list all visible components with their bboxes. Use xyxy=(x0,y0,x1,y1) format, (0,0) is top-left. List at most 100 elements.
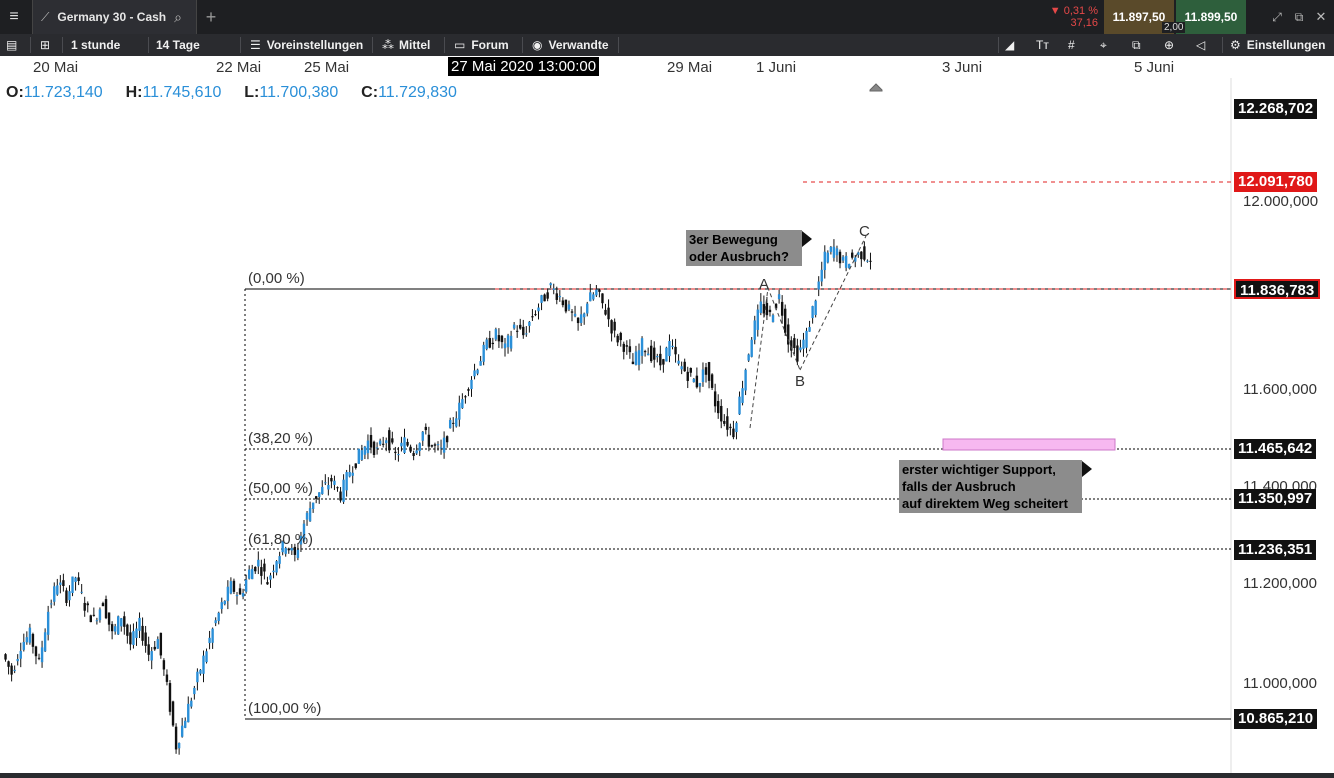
scroll-handle[interactable] xyxy=(869,83,883,92)
candle-body xyxy=(241,592,245,597)
candle-body xyxy=(476,369,479,374)
draw-tool-button[interactable]: ◢ xyxy=(1005,34,1014,56)
candle-body xyxy=(455,418,458,427)
indicator-icon: ⁂ xyxy=(382,38,394,52)
candle-body xyxy=(780,301,784,316)
layout-button[interactable]: ⊞ xyxy=(40,34,50,56)
candle-body xyxy=(388,430,391,451)
candle-body xyxy=(439,447,443,449)
interval-select[interactable]: 1 stunde xyxy=(71,38,121,52)
candle-body xyxy=(616,335,619,343)
note-line: falls der Ausbruch xyxy=(902,479,1016,494)
candle-body xyxy=(180,725,184,737)
support-zone[interactable] xyxy=(942,438,1116,451)
candle-body xyxy=(433,444,437,446)
candle-body xyxy=(290,547,294,551)
candle-body xyxy=(375,447,379,449)
target-price-label: 12.091,780 xyxy=(1234,172,1318,192)
sell-price-button[interactable]: 11.897,50 xyxy=(1104,0,1174,34)
candle-body xyxy=(409,446,412,452)
candle-body xyxy=(141,625,144,641)
date-label: 29 Mai xyxy=(667,59,713,76)
candle-body xyxy=(811,306,814,319)
note-line: auf direktem Weg scheitert xyxy=(902,496,1068,511)
instrument-name: Germany 30 - Cash xyxy=(57,10,167,24)
settings-label: Einstellungen xyxy=(1246,38,1326,52)
candle-body xyxy=(171,701,175,726)
candle-body xyxy=(385,440,388,444)
presets-button[interactable]: ☰ Voreinstellungen xyxy=(250,34,363,56)
candle-body xyxy=(610,320,613,334)
note-line: 3er Bewegung xyxy=(689,232,778,247)
candle-body xyxy=(104,599,108,619)
question-note[interactable]: 3er Bewegung oder Ausbruch? xyxy=(686,230,802,266)
candle-body xyxy=(458,402,461,420)
candle-body xyxy=(646,353,650,356)
candle-body xyxy=(177,742,181,749)
forum-button[interactable]: ▭ Forum xyxy=(454,34,509,56)
candle-body xyxy=(190,700,193,707)
expand-button[interactable]: ⤢ xyxy=(1266,0,1288,34)
candle-body xyxy=(756,309,759,330)
range-select[interactable]: 14 Tage xyxy=(156,38,200,52)
candle-body xyxy=(132,631,135,645)
instrument-tab[interactable]: ⟋ Germany 30 - Cash ⌕ xyxy=(32,0,197,34)
candle-body xyxy=(68,591,71,601)
candle-body xyxy=(448,420,452,429)
candle-body xyxy=(534,314,537,316)
candle-body xyxy=(613,321,616,331)
candle-body xyxy=(829,246,833,252)
text-tool-button[interactable]: Tт xyxy=(1036,34,1049,56)
candle-body xyxy=(318,492,321,498)
candle-body xyxy=(698,382,702,387)
close-button[interactable]: ✕ xyxy=(1310,0,1332,34)
price-chart[interactable] xyxy=(0,78,1334,778)
fib-label-0: (0,00 %) xyxy=(248,270,305,287)
wave-lines xyxy=(749,235,867,429)
candle-body xyxy=(674,346,677,355)
candle-body xyxy=(619,332,622,341)
add-tab-button[interactable]: + xyxy=(202,0,220,34)
copy-button[interactable]: ⧉ xyxy=(1132,34,1141,56)
indicator-button[interactable]: ⁂ Mittel xyxy=(382,34,430,56)
candle-body xyxy=(348,471,351,477)
erase-button[interactable]: ◁ xyxy=(1196,34,1205,56)
date-label: 5 Juni xyxy=(1134,59,1175,76)
wave-label-c: C xyxy=(859,223,870,240)
grid-tool-button[interactable]: # xyxy=(1068,34,1075,56)
candle-body xyxy=(683,361,686,372)
candle-body xyxy=(445,436,449,443)
candle-body xyxy=(509,335,513,349)
candle-body xyxy=(777,294,781,300)
candle-body xyxy=(98,609,102,621)
popout-button[interactable]: ⧉ xyxy=(1288,0,1310,34)
candle-body xyxy=(467,389,470,391)
support-note[interactable]: erster wichtiger Support, falls der Ausb… xyxy=(899,460,1082,513)
candle-body xyxy=(22,641,25,650)
candle-body xyxy=(747,354,750,361)
candle-body xyxy=(866,260,869,262)
candle-body xyxy=(841,256,845,261)
menu-button[interactable]: ≡ xyxy=(0,0,28,34)
candle-body xyxy=(281,541,284,553)
candle-body xyxy=(750,339,753,357)
candle-body xyxy=(321,486,324,495)
buy-price-button[interactable]: 11.899,50 xyxy=(1176,0,1246,34)
toggle-panel-button[interactable]: ▤ xyxy=(6,34,17,56)
search-icon[interactable]: ⌕ xyxy=(174,8,182,25)
settings-button[interactable]: ⚙ Einstellungen xyxy=(1230,34,1325,56)
candle-body xyxy=(695,375,699,388)
candle-body xyxy=(159,632,163,656)
magnet-button[interactable]: ⊕ xyxy=(1164,34,1174,56)
candle-body xyxy=(50,603,53,605)
candle-body xyxy=(193,687,196,695)
candle-body xyxy=(442,437,446,453)
candle-body xyxy=(397,454,400,456)
candle-body xyxy=(515,330,519,332)
related-button[interactable]: ◉ Verwandte xyxy=(532,34,609,56)
crosshair-button[interactable]: ⌖ xyxy=(1100,34,1107,56)
candle-body xyxy=(485,339,488,350)
candle-body xyxy=(360,450,364,460)
candle-body xyxy=(211,628,214,643)
candle-body xyxy=(53,586,56,602)
